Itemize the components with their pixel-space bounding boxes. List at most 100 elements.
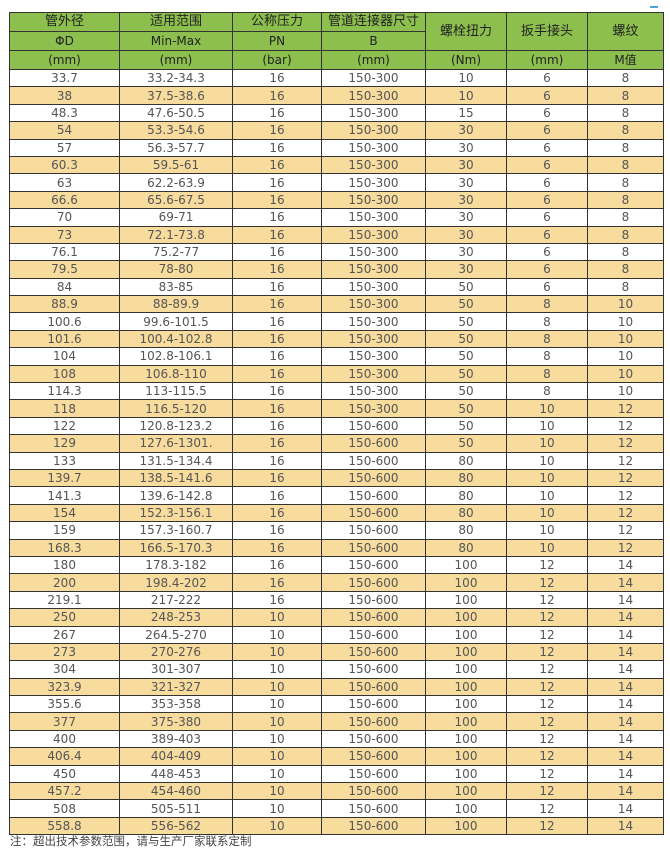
cell-connector-size: 150-600: [321, 729, 426, 749]
cell-bolt-torque: 100: [425, 677, 507, 697]
cell-wrench-size: 6: [506, 225, 588, 244]
cell-connector-size: 150-600: [321, 677, 426, 697]
cell-range: 33.2-34.3: [119, 68, 233, 88]
cell-bolt-torque: 80: [425, 538, 507, 557]
cell-outer-diameter: 70: [9, 208, 120, 227]
cell-thread: 12: [587, 451, 664, 470]
cell-outer-diameter: 114.3: [9, 382, 120, 401]
cell-bolt-torque: 80: [425, 486, 507, 505]
table-row: 79.5 78-80 16 150-300 30 6 8: [9, 260, 664, 279]
cell-pressure: 16: [232, 590, 322, 610]
cell-bolt-torque: 50: [425, 312, 507, 331]
cell-outer-diameter: 57: [9, 138, 120, 157]
cell-range: 53.3-54.6: [119, 121, 233, 140]
cell-thread: 14: [587, 677, 664, 697]
cell-thread: 12: [587, 399, 664, 418]
cell-thread: 8: [587, 173, 664, 192]
cell-thread: 14: [587, 799, 664, 818]
cell-wrench-size: 8: [506, 312, 588, 331]
cell-range: 102.8-106.1: [119, 347, 233, 366]
cell-connector-size: 150-600: [321, 451, 426, 470]
cell-connector-size: 150-600: [321, 608, 426, 627]
cell-range: 270-276: [119, 642, 233, 662]
cell-thread: 8: [587, 86, 664, 105]
cell-bolt-torque: 100: [425, 555, 507, 575]
cell-range: 321-327: [119, 677, 233, 697]
table-row: 139.7 138.5-141.6 16 150-600 80 10 12: [9, 468, 664, 488]
cell-pressure: 16: [232, 103, 322, 123]
cell-thread: 8: [587, 260, 664, 279]
table-row: 273 270-276 10 150-600 100 12 14: [9, 642, 664, 662]
cell-wrench-size: 10: [506, 486, 588, 505]
cell-outer-diameter: 168.3: [9, 538, 120, 557]
cell-range: 120.8-123.2: [119, 416, 233, 436]
cell-outer-diameter: 48.3: [9, 103, 120, 123]
cell-pressure: 16: [232, 312, 322, 331]
cell-wrench-size: 8: [506, 347, 588, 366]
cell-thread: 8: [587, 190, 664, 210]
cell-pressure: 16: [232, 486, 322, 505]
cell-outer-diameter: 54: [9, 121, 120, 140]
table-row: 38 37.5-38.6 16 150-300 10 6 8: [9, 86, 664, 105]
cell-range: 389-403: [119, 729, 233, 749]
cell-pressure: 16: [232, 242, 322, 262]
cell-thread: 12: [587, 486, 664, 505]
table-row: 73 72.1-73.8 16 150-300 30 6 8: [9, 225, 664, 244]
cell-connector-size: 150-600: [321, 486, 426, 505]
cell-pressure: 10: [232, 642, 322, 662]
cell-connector-size: 150-300: [321, 260, 426, 279]
cell-range: 404-409: [119, 747, 233, 766]
cell-bolt-torque: 10: [425, 86, 507, 105]
cell-outer-diameter: 79.5: [9, 260, 120, 279]
cell-range: 248-253: [119, 608, 233, 627]
cell-pressure: 10: [232, 677, 322, 697]
table-row: 33.7 33.2-34.3 16 150-300 10 6 8: [9, 68, 664, 88]
cell-thread: 10: [587, 382, 664, 401]
cell-outer-diameter: 100.6: [9, 312, 120, 331]
cell-connector-size: 150-600: [321, 660, 426, 679]
cell-thread: 10: [587, 329, 664, 349]
cell-range: 56.3-57.7: [119, 138, 233, 157]
header-min-max: Min-Max: [119, 31, 233, 51]
header-range: 适用范围: [119, 12, 233, 32]
header-row-2: ΦD Min-Max PN B: [9, 31, 664, 51]
cell-bolt-torque: 50: [425, 416, 507, 436]
cell-bolt-torque: 50: [425, 295, 507, 314]
cell-bolt-torque: 80: [425, 503, 507, 523]
unit-mm: (mm): [321, 50, 426, 70]
cell-bolt-torque: 30: [425, 190, 507, 210]
cell-wrench-size: 10: [506, 416, 588, 436]
cell-thread: 14: [587, 642, 664, 662]
cell-bolt-torque: 30: [425, 173, 507, 192]
cell-wrench-size: 6: [506, 208, 588, 227]
cell-pressure: 10: [232, 712, 322, 731]
cell-wrench-size: 6: [506, 277, 588, 297]
footnote: 注：超出技术参数范围，请与生产厂家联系定制: [10, 834, 252, 848]
cell-thread: 14: [587, 816, 664, 836]
cell-connector-size: 150-600: [321, 712, 426, 731]
cell-thread: 8: [587, 121, 664, 140]
cell-pressure: 10: [232, 799, 322, 818]
header-phi-d: ΦD: [9, 31, 120, 51]
cell-wrench-size: 6: [506, 68, 588, 88]
cell-range: 88-89.9: [119, 295, 233, 314]
cell-pressure: 16: [232, 138, 322, 157]
cell-thread: 14: [587, 782, 664, 801]
cell-outer-diameter: 180: [9, 555, 120, 575]
cell-bolt-torque: 50: [425, 382, 507, 401]
cell-range: 217-222: [119, 590, 233, 610]
cell-outer-diameter: 139.7: [9, 468, 120, 488]
cell-thread: 14: [587, 764, 664, 784]
cell-thread: 12: [587, 468, 664, 488]
cell-thread: 8: [587, 208, 664, 227]
cell-thread: 12: [587, 503, 664, 523]
cell-range: 83-85: [119, 277, 233, 297]
header-row-units: (mm) (mm) (bar) (mm) (Nm) (mm) M值: [9, 50, 664, 70]
cell-connector-size: 150-300: [321, 173, 426, 192]
cell-connector-size: 150-300: [321, 242, 426, 262]
cell-bolt-torque: 80: [425, 468, 507, 488]
cell-bolt-torque: 100: [425, 816, 507, 836]
table-row: 400 389-403 10 150-600 100 12 14: [9, 729, 664, 749]
cell-connector-size: 150-600: [321, 555, 426, 575]
cell-range: 448-453: [119, 764, 233, 784]
